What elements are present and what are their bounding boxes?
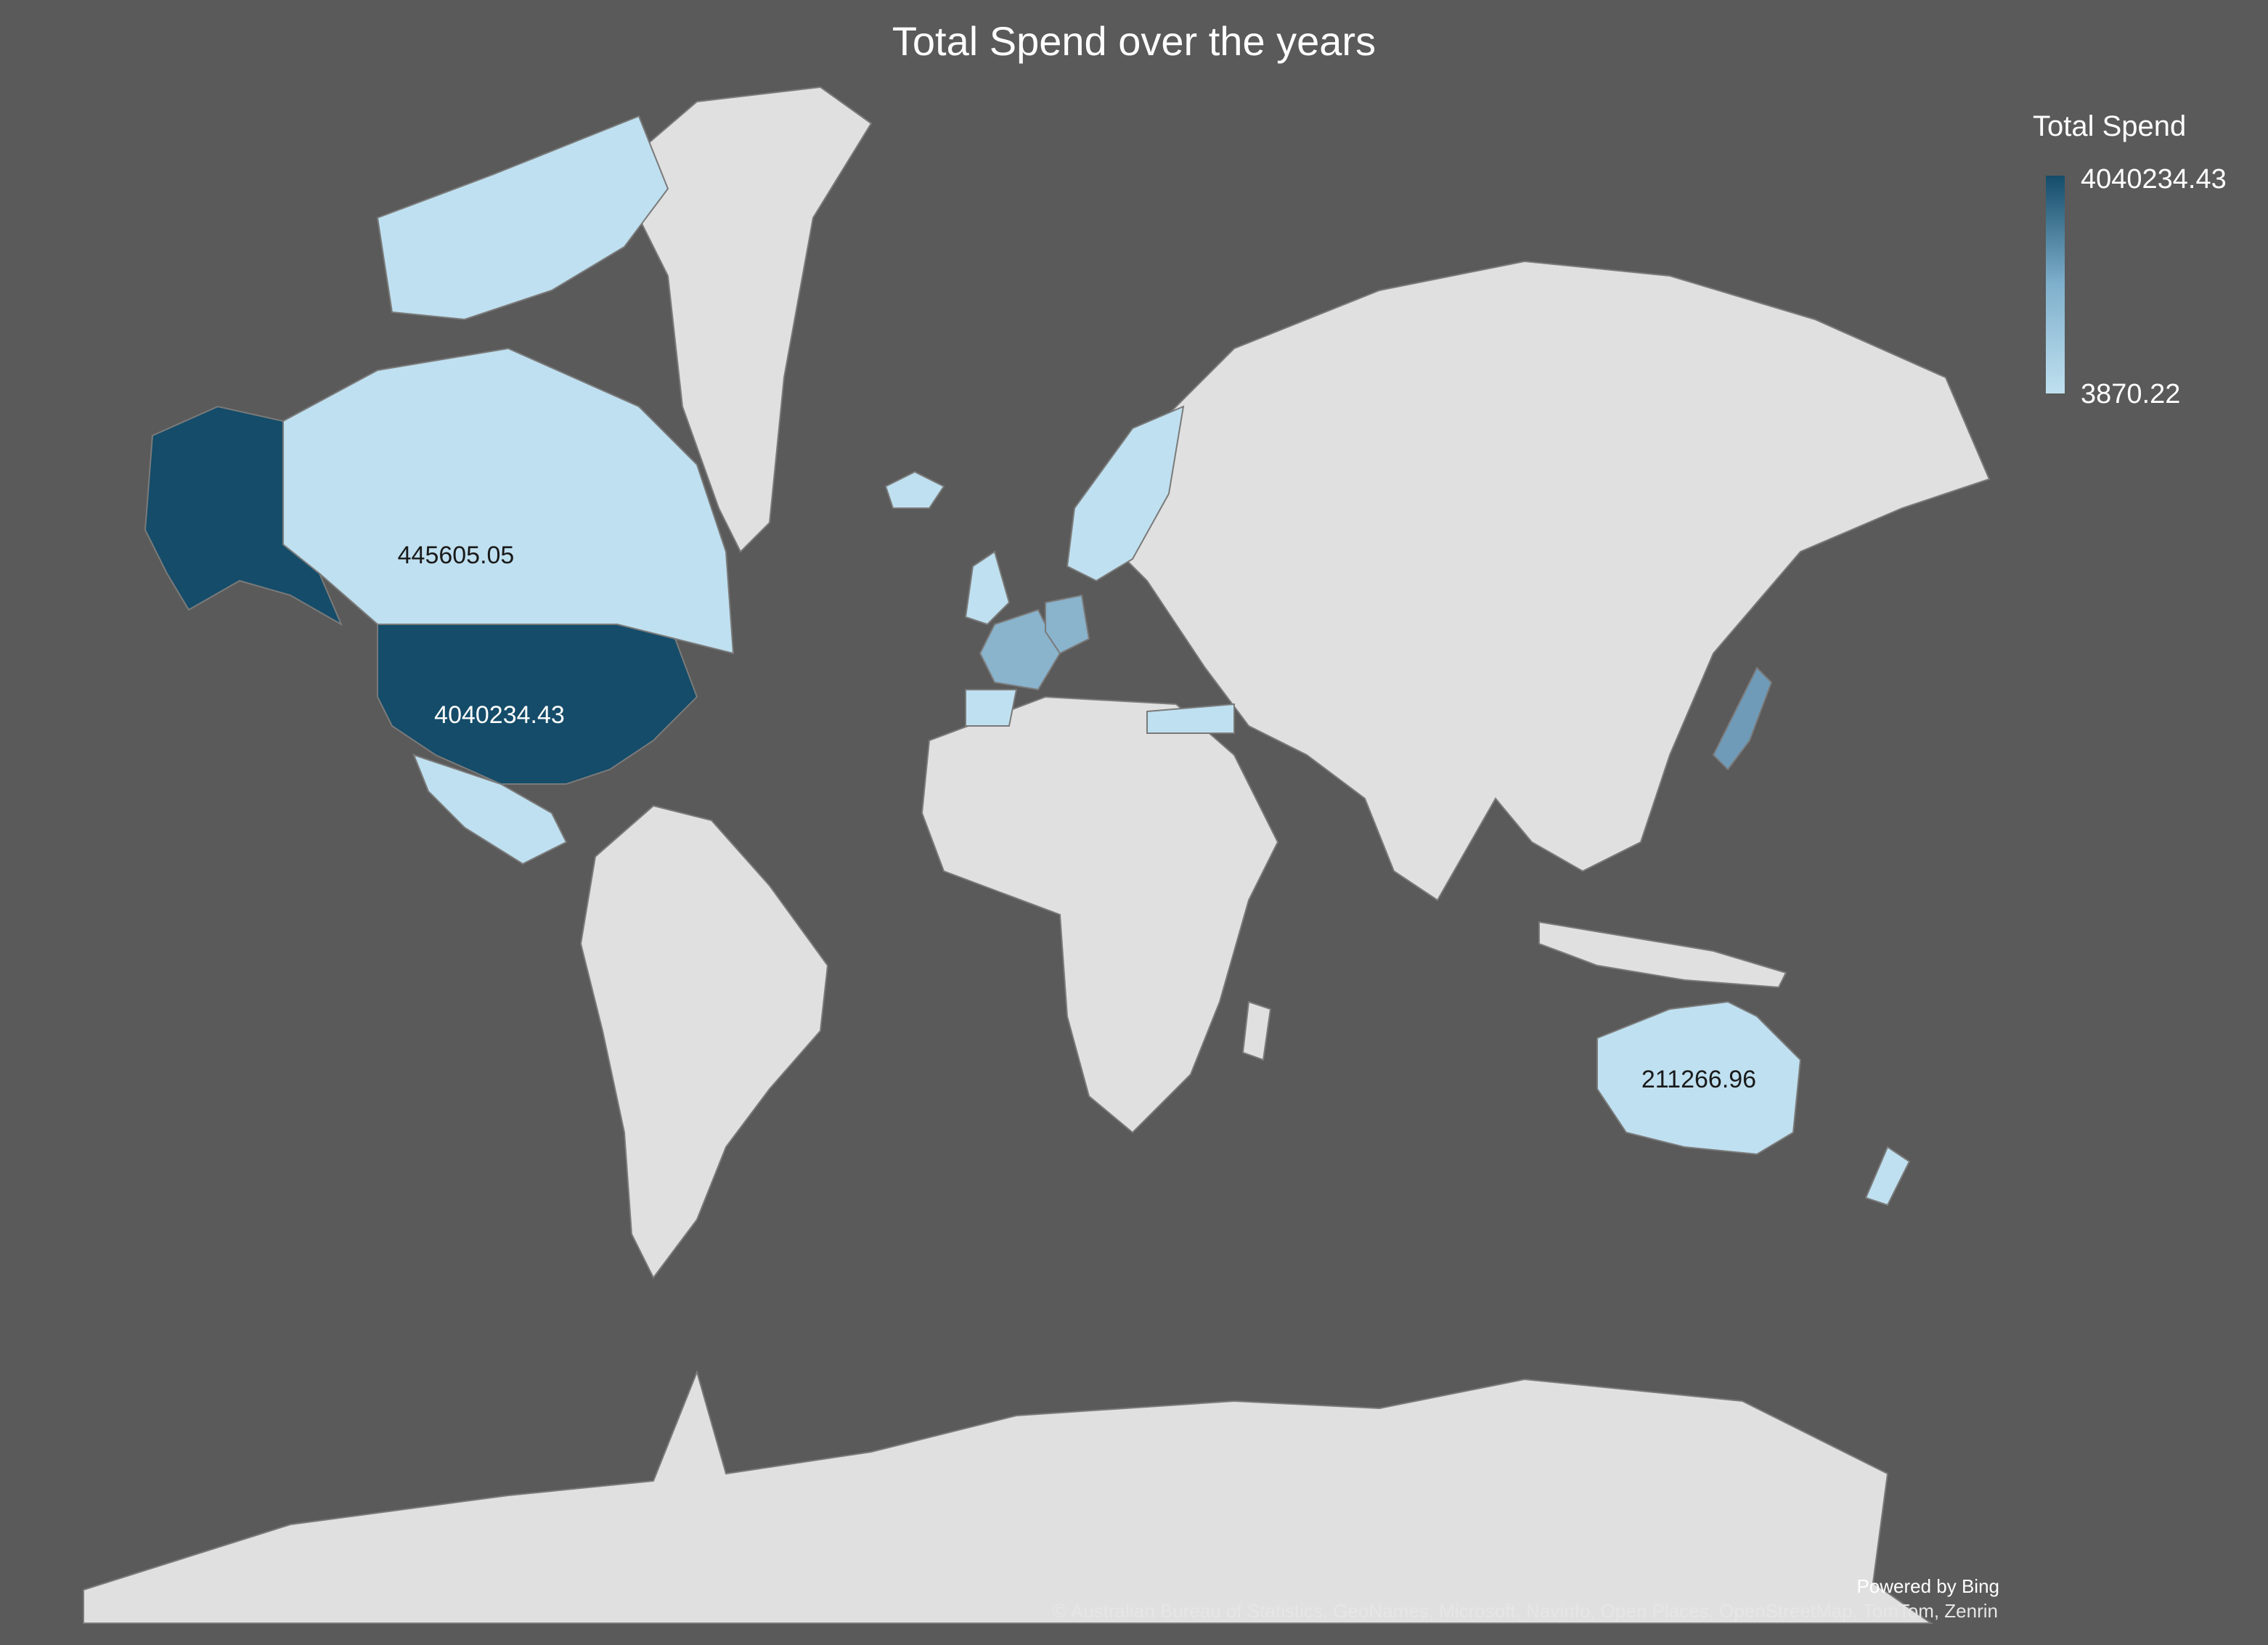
land-layer — [83, 86, 1991, 1624]
south-america-shape[interactable] — [579, 804, 829, 1279]
mexico-shape[interactable] — [412, 754, 568, 865]
legend-title: Total Spend — [2033, 110, 2187, 142]
indonesia-shape[interactable] — [1538, 921, 1787, 989]
france-shape[interactable] — [979, 608, 1061, 691]
legend-max-label: 4040234.43 — [2081, 164, 2227, 195]
legend-min-label: 3870.22 — [2081, 379, 2181, 409]
map-copyright[interactable]: © Australian Bureau of Statistics, GeoNa… — [1053, 1600, 1998, 1622]
highlighted-countries — [144, 115, 1911, 1207]
canada-shape[interactable] — [282, 347, 735, 655]
chart-title: Total Spend over the years — [892, 18, 1376, 64]
usa-value-label: 4040234.43 — [434, 701, 565, 729]
germany-shape[interactable] — [1045, 594, 1090, 655]
scandinavia-shape[interactable] — [1066, 405, 1185, 582]
africa-shape[interactable] — [921, 695, 1279, 1134]
eurasia-shape[interactable] — [1117, 260, 1991, 902]
canada-value-label: 445605.05 — [398, 542, 515, 569]
alaska-shape[interactable] — [144, 405, 343, 626]
madagascar-shape[interactable] — [1241, 1000, 1272, 1061]
uk-shape[interactable] — [964, 550, 1011, 626]
australia-value-label: 211266.96 — [1641, 1066, 1756, 1093]
iceland-shape[interactable] — [884, 470, 945, 509]
legend-gradient-bar — [2046, 176, 2065, 393]
spain-shape[interactable] — [965, 689, 1018, 727]
australia-shape[interactable] — [1596, 1000, 1802, 1156]
antarctica-shape[interactable] — [83, 1369, 1934, 1624]
new-zealand-shape[interactable] — [1864, 1146, 1911, 1207]
powered-by-bing[interactable]: Powered by Bing — [1856, 1575, 1999, 1597]
turkey-shape[interactable] — [1146, 703, 1235, 734]
usa-shape[interactable] — [377, 624, 698, 785]
arctic-islands-shape[interactable] — [376, 115, 669, 321]
japan-shape[interactable] — [1712, 666, 1773, 771]
